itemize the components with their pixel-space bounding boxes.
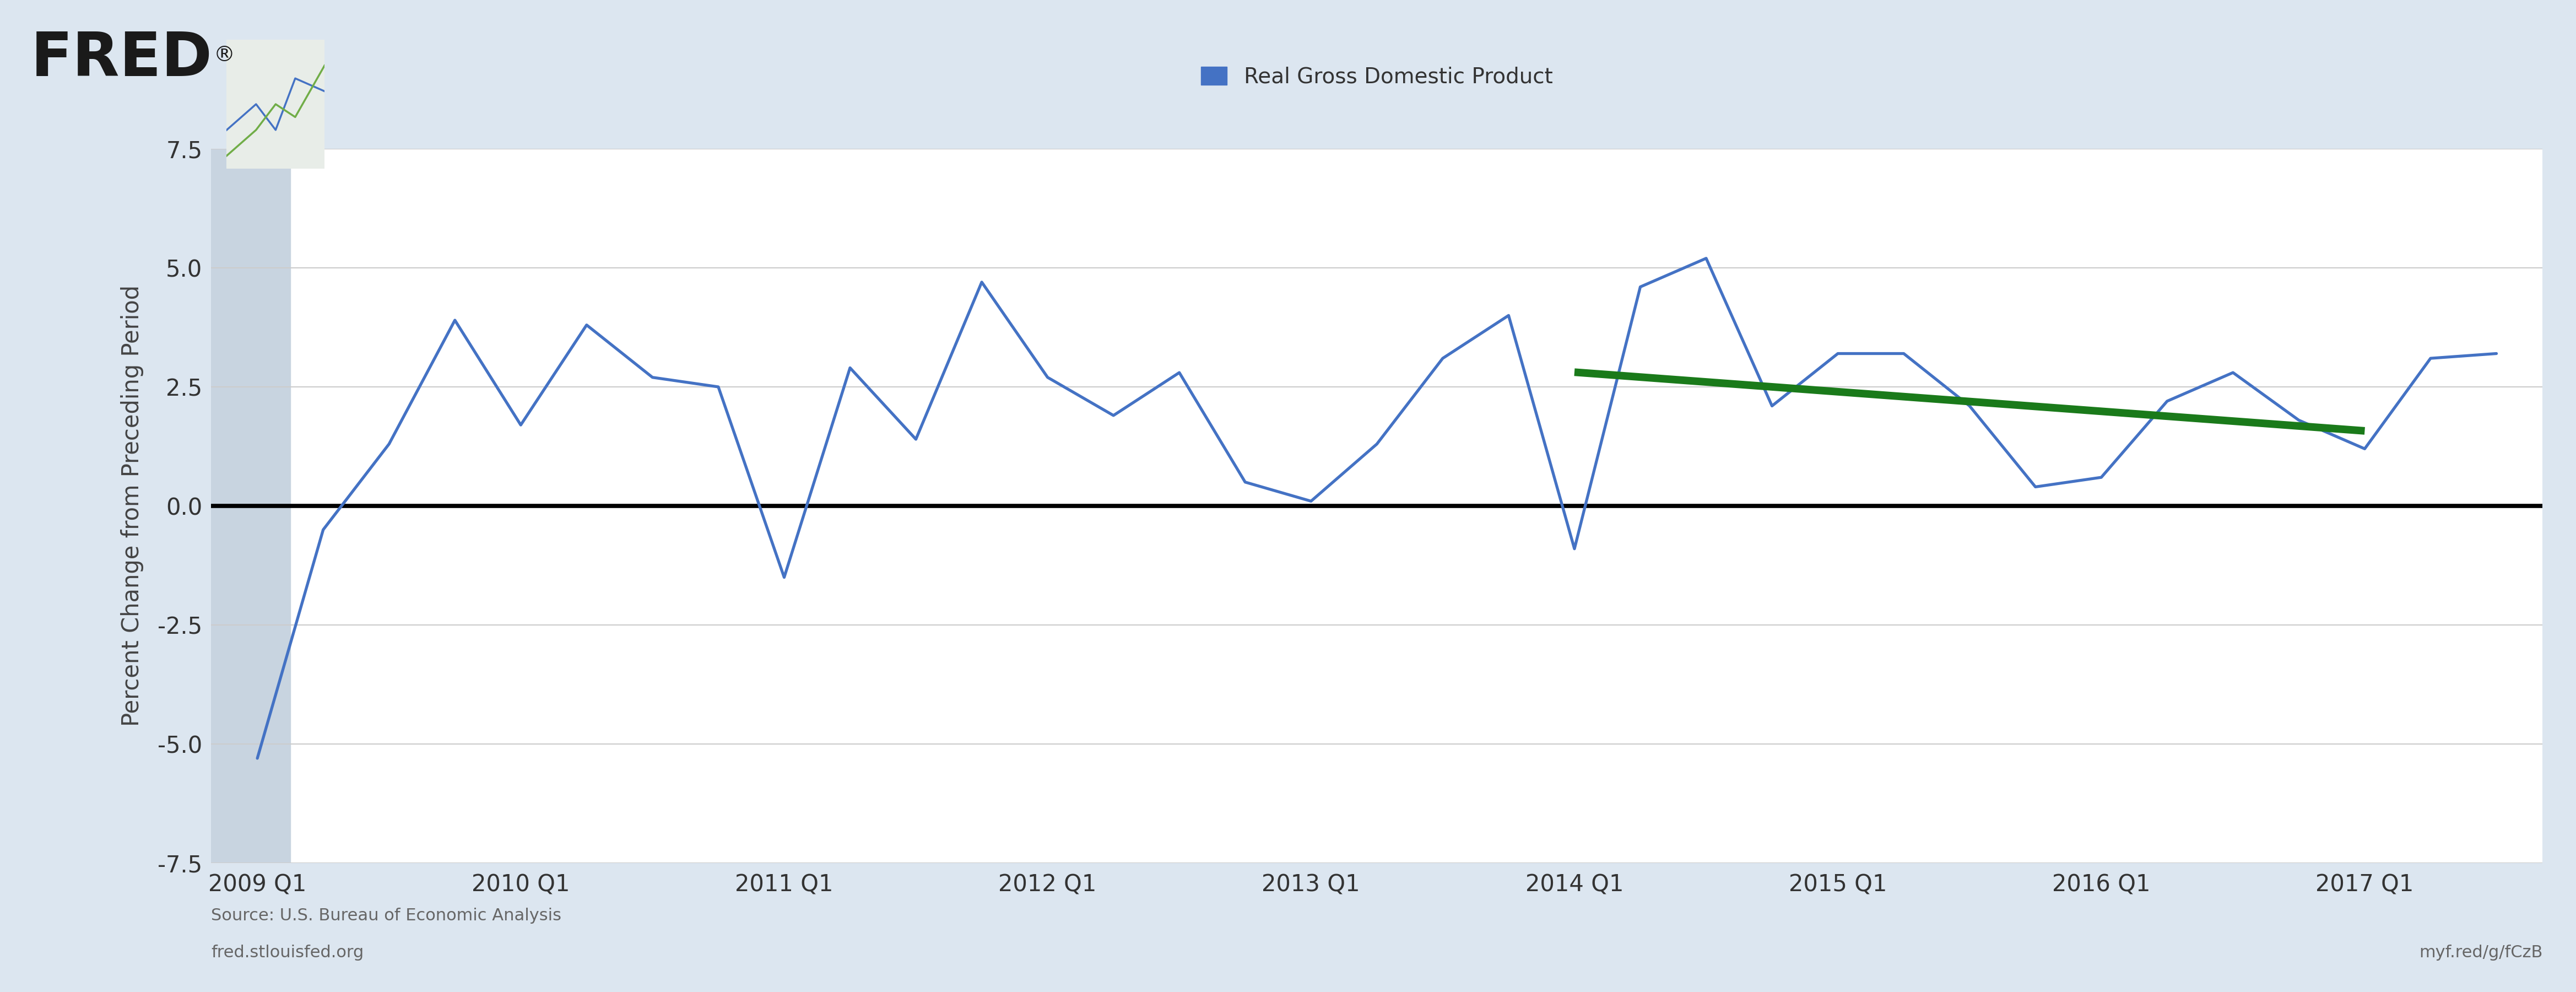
Text: FRED: FRED: [31, 30, 214, 88]
Text: fred.stlouisfed.org: fred.stlouisfed.org: [211, 944, 363, 960]
Text: ®: ®: [214, 45, 234, 65]
Legend: Real Gross Domestic Product: Real Gross Domestic Product: [1200, 66, 1553, 87]
Y-axis label: Percent Change from Preceding Period: Percent Change from Preceding Period: [121, 286, 144, 726]
Text: Source: U.S. Bureau of Economic Analysis: Source: U.S. Bureau of Economic Analysis: [211, 908, 562, 924]
Bar: [211, 149, 291, 863]
Text: myf.red/g/fCzB: myf.red/g/fCzB: [2419, 944, 2543, 960]
